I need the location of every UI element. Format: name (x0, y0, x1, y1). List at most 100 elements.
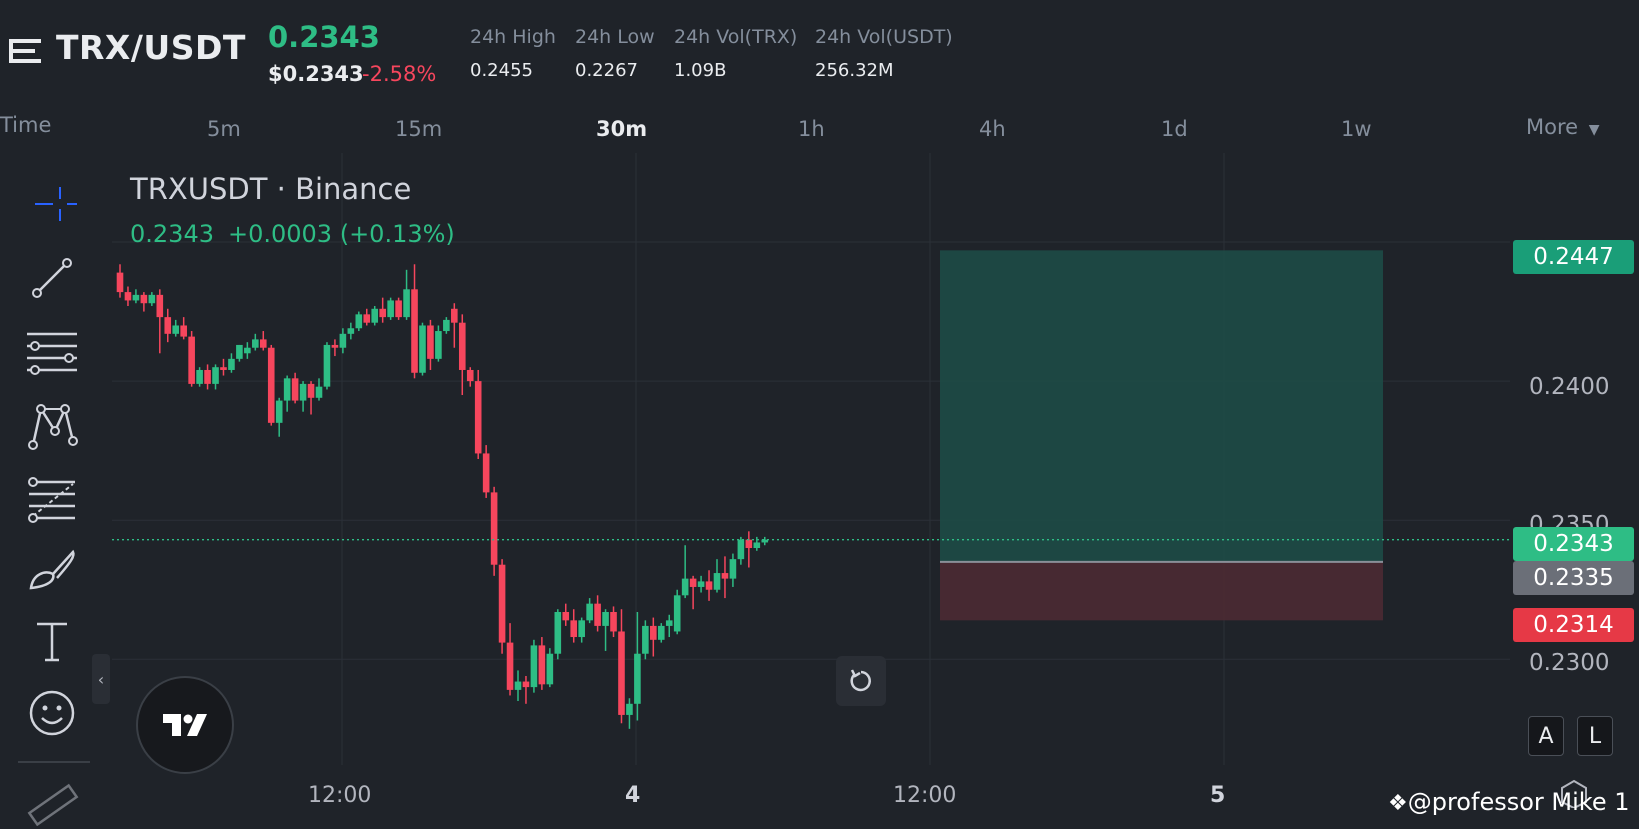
candle-body (291, 378, 299, 401)
candle-body (745, 539, 753, 549)
candle-body (347, 328, 355, 334)
tf-time[interactable]: Time (0, 113, 52, 137)
emoji-tool[interactable] (20, 685, 84, 741)
candle-body (578, 620, 585, 638)
x-axis-label: 12:00 (308, 783, 372, 808)
binance-logo-icon: ❖ (1388, 791, 1408, 816)
text-tool[interactable] (20, 613, 84, 669)
reset-chart-button[interactable] (836, 656, 886, 706)
candle-body (196, 369, 203, 384)
candle-body (307, 383, 315, 398)
candle-body (761, 539, 769, 543)
horizontal-lines-tool[interactable] (20, 323, 84, 379)
candle-body (132, 294, 140, 301)
x-axis-label: 12:00 (893, 783, 957, 808)
current-price-tag: 0.2343 (1513, 527, 1634, 561)
tradingview-logo (136, 676, 234, 774)
ruler-icon (27, 783, 79, 826)
candle-body (626, 703, 633, 715)
tf-15m[interactable]: 15m (395, 117, 443, 141)
settings-icon[interactable] (1557, 778, 1591, 808)
entry-price-tag: 0.2335 (1513, 561, 1634, 595)
candle-body (204, 369, 211, 384)
ohlc-change: +0.0003 (+0.13%) (227, 220, 455, 248)
candle-body (570, 620, 578, 638)
candle-body (419, 325, 426, 373)
tf-1h[interactable]: 1h (798, 117, 825, 141)
timeframe-bar: Time 5m 15m 30m 1h 4h 1d 1w More ▼ (0, 105, 1639, 153)
candle-body (474, 381, 482, 454)
candle-body (689, 578, 697, 587)
trendline-tool[interactable] (20, 250, 84, 306)
candle-body (466, 369, 474, 382)
candle-body (634, 653, 641, 704)
pair-title[interactable]: TRX/USDT (56, 28, 246, 67)
stat-value-vol-usdt: 256.32M (815, 60, 894, 81)
y-axis-label: 0.2300 (1529, 650, 1610, 676)
more-dropdown[interactable]: More ▼ (1526, 115, 1600, 139)
crosshair-tool[interactable] (20, 176, 84, 232)
candle-body (530, 645, 538, 688)
toolbar-divider (18, 761, 90, 763)
last-price: 0.2343 (268, 20, 380, 54)
tf-1d[interactable]: 1d (1161, 117, 1188, 141)
candle-body (602, 612, 609, 626)
stop-zone (940, 561, 1383, 621)
text-icon (37, 622, 67, 662)
candle-body (713, 573, 721, 590)
candle-body (506, 642, 514, 690)
candle-body (458, 322, 466, 370)
candle-body (387, 300, 394, 318)
candle-body (220, 367, 227, 370)
target-zone (940, 250, 1383, 562)
tf-30m[interactable]: 30m (596, 117, 648, 141)
candle-body (538, 645, 546, 685)
position-zones (940, 250, 1383, 621)
y-axis-label: 0.2400 (1529, 374, 1610, 400)
candle-body (482, 453, 490, 493)
tf-4h[interactable]: 4h (979, 117, 1006, 141)
ruler-tool[interactable] (20, 773, 84, 829)
candle-body (435, 331, 442, 359)
brush-tool[interactable] (20, 541, 84, 597)
candle-body (156, 294, 164, 318)
candle-body (180, 325, 187, 337)
candle-body (522, 681, 530, 688)
stat-label-low: 24h Low (575, 26, 655, 48)
candle-body (427, 325, 434, 359)
pattern-icon (28, 404, 78, 450)
brush-icon (29, 549, 75, 590)
candle-body (363, 314, 371, 323)
candle-body (331, 344, 339, 348)
candle-body (188, 336, 195, 384)
candle-body (721, 573, 729, 579)
candle-body (275, 400, 283, 423)
auto-scale-button[interactable]: A (1528, 716, 1564, 756)
candle-body (395, 300, 402, 318)
candle-body (697, 581, 705, 587)
candle-body (737, 539, 745, 560)
candle-body (490, 492, 498, 565)
candle-body (299, 383, 307, 401)
log-scale-button[interactable]: L (1577, 716, 1613, 756)
candle-body (705, 581, 713, 590)
candle-body (411, 289, 418, 373)
ohlc-price: 0.2343 (130, 220, 214, 248)
pattern-tool[interactable] (20, 398, 84, 454)
tf-1w[interactable]: 1w (1341, 117, 1372, 141)
fib-tool[interactable] (20, 471, 84, 527)
smiley-icon (29, 690, 75, 736)
menu-icon[interactable] (8, 34, 42, 68)
crosshair-icon (35, 187, 77, 221)
candle-body (355, 314, 363, 329)
x-axis-label: 4 (625, 783, 641, 808)
stat-value-vol-trx: 1.09B (674, 60, 727, 81)
candles (116, 264, 769, 729)
chart-symbol-title: TRXUSDT · Binance (130, 172, 412, 206)
candle-body (164, 317, 172, 334)
candle-body (451, 308, 458, 323)
candle-body (729, 559, 737, 579)
toolbar-collapse-button[interactable]: ‹ (92, 654, 110, 704)
tf-5m[interactable]: 5m (207, 117, 241, 141)
